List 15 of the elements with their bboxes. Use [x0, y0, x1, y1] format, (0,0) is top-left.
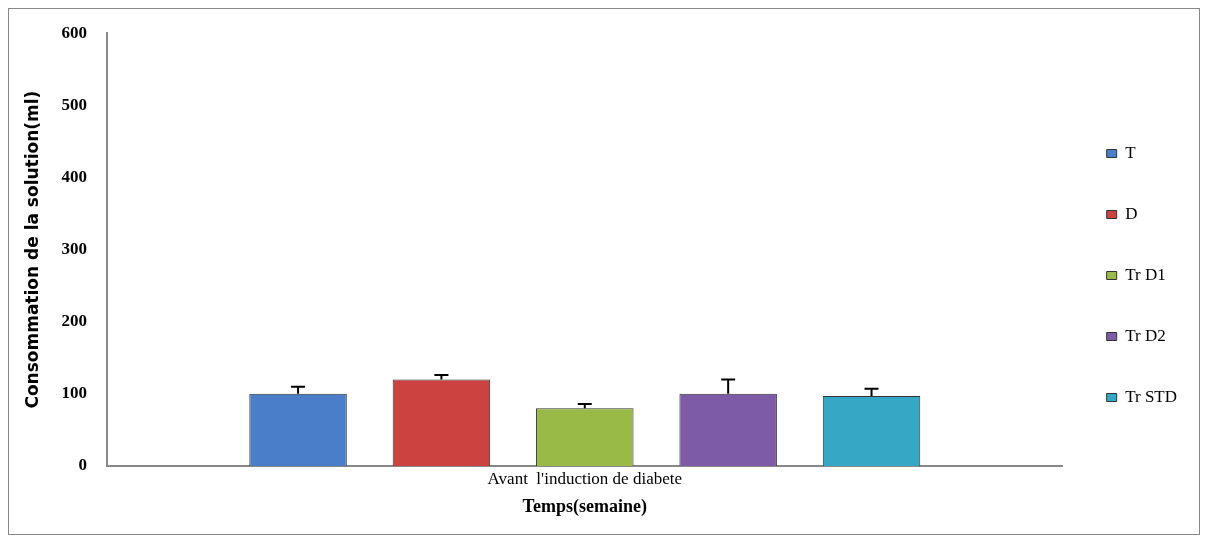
y-axis-title: Consommation de la solution(ml)	[21, 90, 42, 409]
y-tick-label: 200	[61, 311, 87, 331]
y-tick-label: 0	[78, 455, 87, 475]
y-tick-label: 100	[61, 383, 87, 403]
x-tick-label: Avant l'induction de diabete	[487, 468, 682, 488]
y-tick-label: 500	[61, 94, 87, 114]
y-tick-label: 400	[61, 166, 87, 186]
legend-label: Tr STD	[1125, 386, 1178, 406]
x-axis-title: Temps(semaine)	[522, 495, 647, 517]
legend-label: Tr D2	[1125, 325, 1166, 345]
y-tick-label: 600	[61, 22, 87, 42]
legend-label: Tr D1	[1125, 264, 1166, 284]
legend-label: T	[1125, 142, 1137, 162]
legend-label: D	[1125, 203, 1138, 223]
y-tick-label: 300	[61, 238, 87, 258]
